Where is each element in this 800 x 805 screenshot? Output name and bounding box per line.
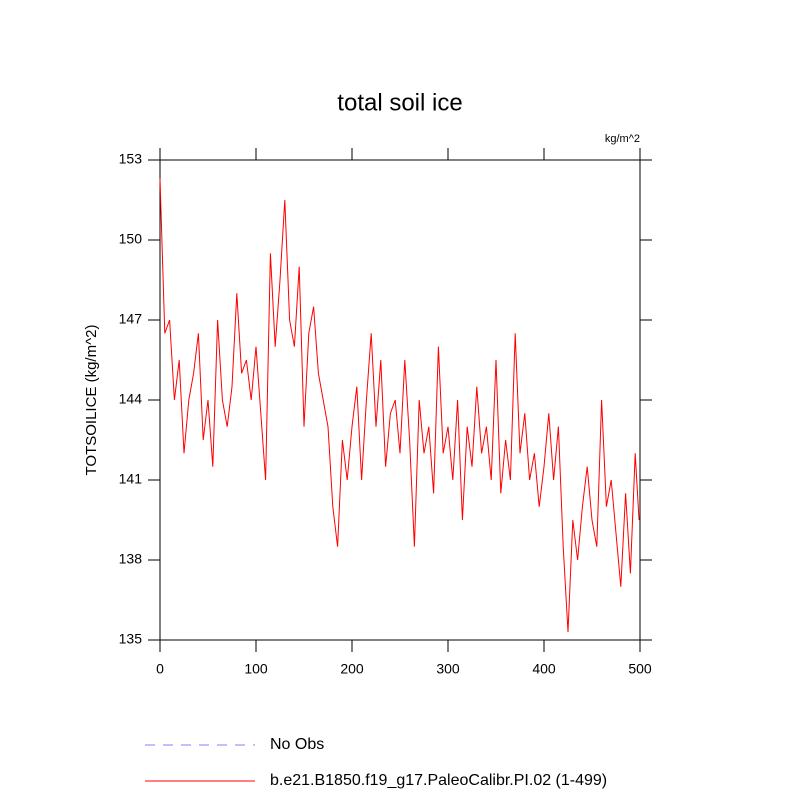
x-tick-label: 100 (244, 661, 268, 677)
y-axis-label: TOTSOILICE (kg/m^2) (83, 325, 100, 476)
legend-label: b.e21.B1850.f19_g17.PaleoCalibr.PI.02 (1… (270, 772, 607, 789)
y-tick-label: 138 (119, 551, 143, 567)
x-tick-label: 300 (436, 661, 460, 677)
y-tick-label: 153 (119, 151, 143, 167)
chart-title: total soil ice (337, 89, 462, 116)
x-tick-label: 500 (628, 661, 652, 677)
y-tick-label: 147 (119, 311, 143, 327)
y-tick-label: 135 (119, 631, 143, 647)
x-tick-label: 200 (340, 661, 364, 677)
y-tick-label: 141 (119, 471, 143, 487)
x-tick-label: 0 (156, 661, 164, 677)
y-tick-label: 144 (119, 391, 143, 407)
units-label: kg/m^2 (605, 133, 640, 145)
y-tick-label: 150 (119, 231, 143, 247)
data-line (159, 178, 640, 633)
plot-frame (159, 159, 641, 641)
x-tick-label: 400 (532, 661, 556, 677)
legend-label: No Obs (270, 736, 324, 753)
